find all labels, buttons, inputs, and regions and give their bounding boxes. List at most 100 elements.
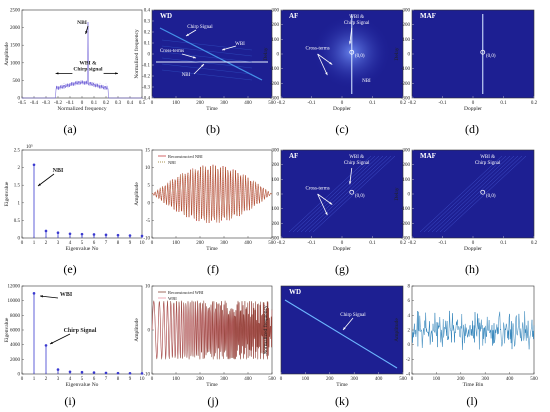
y-axis-label: Amplitude <box>394 318 400 342</box>
y-axis-label: Delay <box>394 47 400 60</box>
y-exponent: 10⁵ <box>26 144 33 150</box>
stem-marker <box>128 371 132 375</box>
x-tick-label: 0 <box>21 377 24 382</box>
panel-k: 0 100 200 300 400 500 Time Normalized frequency… <box>262 285 407 388</box>
arrow <box>49 333 71 345</box>
y-tick-label: -0.3 <box>142 86 150 91</box>
y-tick-label: 8000 <box>10 314 21 319</box>
x-tick-label: -0.4 <box>30 101 38 106</box>
y-tick-label: 6 <box>408 299 411 304</box>
annotation: Cross-terms <box>306 47 330 52</box>
y-tick-label: -2 <box>406 358 411 363</box>
series-nbi <box>151 165 273 223</box>
x-tick-label: 300 <box>350 377 358 382</box>
y-tick-label: 12000 <box>8 285 21 290</box>
x-tick-label: -0.2 <box>277 101 285 106</box>
x-tick-label: 500 <box>268 241 276 246</box>
panel-j: 0 100 200 300 400 500-10010TimeAmplitudeRecon… <box>134 285 276 389</box>
y-tick-label: 0 <box>408 53 411 58</box>
y-tick-label: 0 <box>408 193 411 198</box>
annotation-nbi: NBI <box>182 73 191 78</box>
x-tick-label: 200 <box>196 101 204 106</box>
y-axis-label: Normalized frequency <box>262 305 269 355</box>
x-tick-label: 0.2 <box>531 101 538 106</box>
x-tick-label: 0.3 <box>115 101 122 106</box>
legend-label: WBI <box>168 296 177 301</box>
arrow-head <box>201 64 204 67</box>
y-tick-label: -300 <box>401 237 411 242</box>
ambiguity-streak <box>427 155 511 233</box>
x-tick-label: -0.3 <box>42 101 50 106</box>
y-tick-label: -0.2 <box>142 75 150 80</box>
y-tick-label: 100 <box>403 178 411 183</box>
panel-title: AF <box>289 12 298 20</box>
ambiguity-streak <box>304 155 388 233</box>
x-tick-label: 0.5 <box>139 101 146 106</box>
annotation: Cross-terms <box>306 187 330 192</box>
y-tick-label: 1 <box>18 201 21 206</box>
ambiguity-streak <box>431 155 515 233</box>
x-tick-label: -0.2 <box>408 241 416 246</box>
annotation-wbi: WBI <box>60 292 73 298</box>
arrow <box>317 193 333 205</box>
data-point <box>75 82 77 84</box>
stem-marker <box>92 233 96 236</box>
stem-marker <box>68 232 72 236</box>
x-axis-label: Time <box>206 246 218 252</box>
stem-marker <box>104 233 108 237</box>
data-point <box>141 97 143 99</box>
y-axis-label: Amplitude <box>134 318 140 342</box>
panel-h: -0.2 -0.1 0 0.1 0.2-300-200-1000100200300Dop… <box>394 149 538 253</box>
ambiguity-streak <box>308 155 392 233</box>
x-tick-label: 100 <box>433 377 441 382</box>
panel-label-k: (k) <box>335 394 349 408</box>
ambiguity-streak <box>300 155 384 233</box>
y-tick-label: 2 <box>18 166 21 171</box>
x-tick-label: 500 <box>530 377 538 382</box>
annotation: WBI & Chirp Signal <box>475 155 501 166</box>
y-tick-label: 0 <box>148 53 151 58</box>
annotation: (0,0) <box>355 194 365 199</box>
panel-label-c: (c) <box>335 122 349 136</box>
panel-label-l: (l) <box>466 394 478 408</box>
x-tick-label: 4 <box>69 377 72 382</box>
y-tick-label: 10000 <box>8 299 21 304</box>
y-tick-label: -100 <box>401 207 411 212</box>
x-tick-label: 0.1 <box>500 241 507 246</box>
y-tick-label: -10 <box>143 237 150 242</box>
residual-line <box>411 310 535 350</box>
x-axis-label: Eigenvalue No <box>66 382 99 388</box>
x-axis-label: Time Bin <box>463 382 484 388</box>
y-tick-label: -10 <box>143 373 150 378</box>
x-axis-label: Eigenvalue No <box>66 246 99 252</box>
stem-marker <box>80 370 84 374</box>
panel-label-f: (f) <box>207 262 219 276</box>
annotation: (0,0) <box>486 194 496 199</box>
x-tick-label: 5 <box>81 241 84 246</box>
x-tick-label: 100 <box>172 241 180 246</box>
ambiguity-streak <box>439 155 523 233</box>
arrow-head <box>329 61 333 65</box>
x-tick-label: 0 <box>280 377 283 382</box>
x-tick-label: 0.1 <box>500 101 507 106</box>
stem-marker <box>68 370 72 374</box>
arrow-head <box>38 183 41 186</box>
panel-a: -0.5 -0.4 -0.3 -0.2 -0.1 0 0.1 0.2 0.3 0.4 0.5 0 500… <box>4 9 146 113</box>
y-tick-label: -5 <box>146 219 151 224</box>
panel-title: WD <box>160 12 172 20</box>
x-tick-label: 3 <box>57 241 60 246</box>
arrow-head <box>222 48 225 51</box>
x-tick-label: 0 <box>21 241 24 246</box>
x-axis-label: Normalized frequency <box>57 105 107 112</box>
y-tick-label: 0.3 <box>144 20 151 25</box>
stem-marker <box>44 229 48 233</box>
x-tick-label: -0.1 <box>308 241 316 246</box>
stem-marker <box>92 371 96 374</box>
ambiguity-streak <box>443 155 527 233</box>
x-tick-label: 8 <box>117 377 120 382</box>
chirp-line <box>159 27 263 81</box>
y-tick-label: 10 <box>145 285 151 290</box>
x-tick-label: 200 <box>196 241 204 246</box>
stem-marker <box>32 292 36 295</box>
x-tick-label: 5 <box>81 377 84 382</box>
